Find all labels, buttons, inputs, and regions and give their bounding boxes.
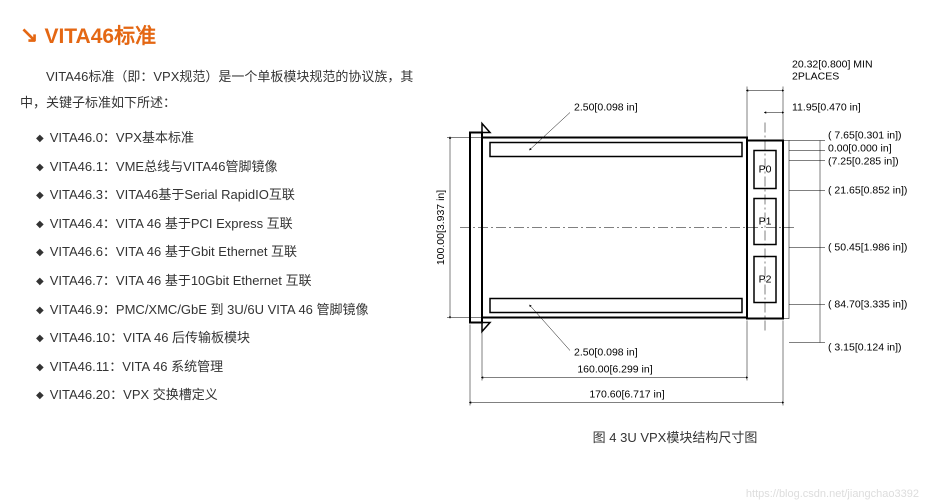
list-item: VITA46.3：VITA46基于Serial RapidIO互联 bbox=[20, 181, 430, 210]
figure-caption: 图 4 3U VPX模块结构尺寸图 bbox=[430, 427, 920, 446]
list-item: VITA46.9：PMC/XMC/GbE 到 3U/6U VITA 46 管脚镜… bbox=[20, 296, 430, 325]
dim-board-length: 160.00[6.299 in] bbox=[577, 364, 652, 376]
section-heading: ↘ VITA46标准 bbox=[20, 20, 430, 50]
watermark: https://blog.csdn.net/jiangchao3392 bbox=[746, 488, 919, 500]
list-item: VITA46.6：VITA 46 基于Gbit Ethernet 互联 bbox=[20, 238, 430, 267]
dim-height: 100.00[3.937 in] bbox=[435, 190, 447, 265]
list-item: VITA46.10：VITA 46 后传输板模块 bbox=[20, 324, 430, 353]
list-item: VITA46.4：VITA 46 基于PCI Express 互联 bbox=[20, 210, 430, 239]
dim-r5: ( 50.45[1.986 in]) bbox=[828, 242, 907, 254]
dim-r6: ( 84.70[3.335 in]) bbox=[828, 299, 907, 311]
dim-top-note: 20.32[0.800] MIN 2PLACES bbox=[792, 59, 875, 83]
heading-arrow-icon: ↘ bbox=[20, 24, 38, 46]
dim-bottom-rail: 2.50[0.098 in] bbox=[574, 347, 638, 359]
list-item: VITA46.0：VPX基本标准 bbox=[20, 124, 430, 153]
text-column: ↘ VITA46标准 VITA46标准（即：VPX规范）是一个单板模块规范的协议… bbox=[20, 20, 430, 446]
dim-rear-offset: 11.95[0.470 in] bbox=[792, 102, 861, 114]
heading-text: VITA46标准 bbox=[44, 20, 156, 50]
dim-r2: 0.00[0.000 in] bbox=[828, 143, 892, 155]
dim-r3: (7.25[0.285 in]) bbox=[828, 156, 899, 168]
dim-top-rail: 2.50[0.098 in] bbox=[574, 102, 638, 114]
list-item: VITA46.1：VME总线与VITA46管脚镜像 bbox=[20, 153, 430, 182]
dim-r1: ( 7.65[0.301 in]) bbox=[828, 130, 902, 142]
intro-paragraph: VITA46标准（即：VPX规范）是一个单板模块规范的协议族，其中，关键子标准如… bbox=[20, 64, 430, 116]
list-item: VITA46.20：VPX 交换槽定义 bbox=[20, 381, 430, 410]
dim-r7: ( 3.15[0.124 in]) bbox=[828, 342, 902, 354]
dim-r4: ( 21.65[0.852 in]) bbox=[828, 185, 907, 197]
list-item: VITA46.7：VITA 46 基于10Gbit Ethernet 互联 bbox=[20, 267, 430, 296]
dimension-diagram: P0 P1 P2 100.00[3.937 in] 2.50[0.098 in]… bbox=[430, 20, 920, 420]
standards-list: VITA46.0：VPX基本标准 VITA46.1：VME总线与VITA46管脚… bbox=[20, 124, 430, 410]
figure-column: P0 P1 P2 100.00[3.937 in] 2.50[0.098 in]… bbox=[430, 20, 920, 446]
list-item: VITA46.11：VITA 46 系统管理 bbox=[20, 353, 430, 382]
dim-overall-length: 170.60[6.717 in] bbox=[589, 389, 664, 401]
